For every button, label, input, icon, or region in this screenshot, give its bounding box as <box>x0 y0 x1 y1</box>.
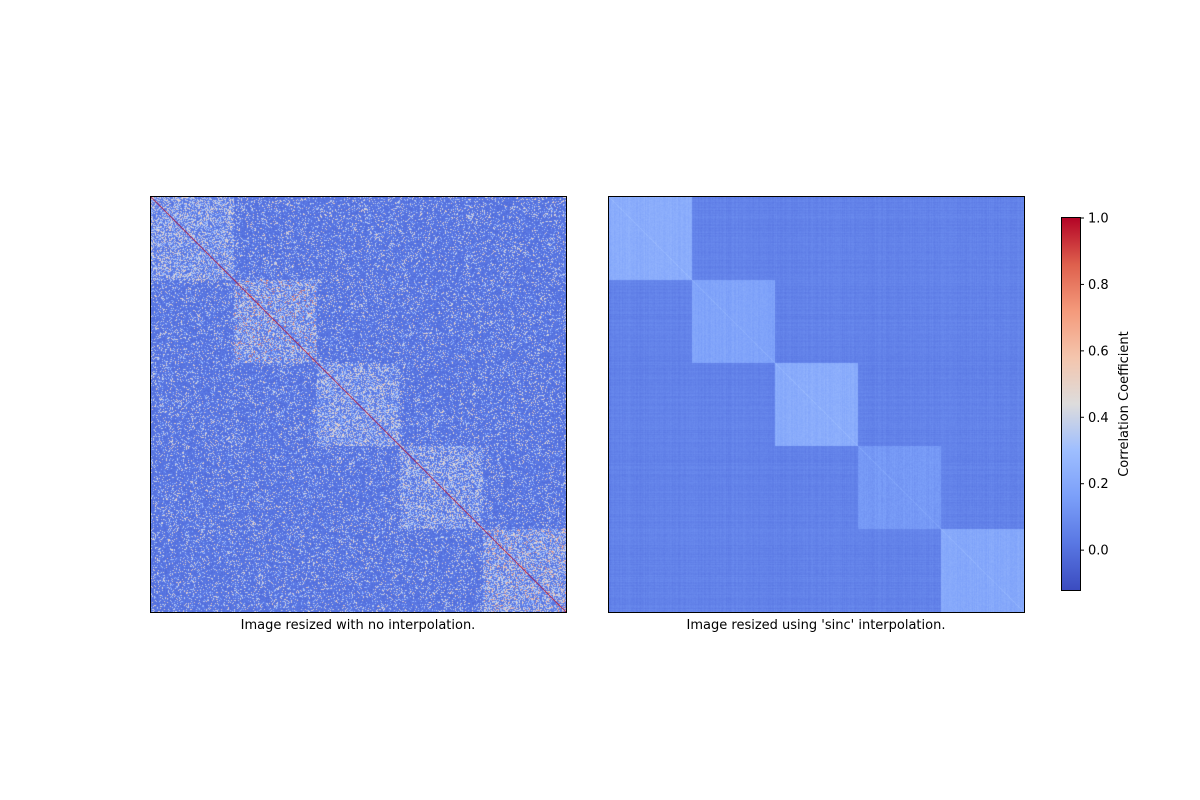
heatmap-no-interpolation-frame <box>150 196 567 613</box>
colorbar-gradient <box>1062 218 1080 590</box>
colorbar-tick-label: 0.6 <box>1088 344 1109 359</box>
colorbar-tick-label: 0.4 <box>1088 411 1109 426</box>
heatmap-sinc-interpolation-frame <box>608 196 1025 613</box>
colorbar-ticks: 0.0 0.2 0.4 0.6 0.8 1.0 <box>1080 212 1109 559</box>
heatmap-no-interpolation-canvas <box>151 197 566 612</box>
heatmap-sinc-interpolation-canvas <box>609 197 1024 612</box>
colorbar-tick-label: 0.2 <box>1088 477 1109 492</box>
heatmap-no-interpolation: Image resized with no interpolation. <box>150 196 567 633</box>
heatmap-sinc-interpolation-caption: Image resized using 'sinc' interpolation… <box>687 618 946 633</box>
colorbar-frame <box>1061 217 1081 591</box>
colorbar: 0.0 0.2 0.4 0.6 0.8 1.0 Correlation Coefficie… <box>1061 212 1132 591</box>
colorbar-label: Correlation Coefficient <box>1117 331 1132 477</box>
colorbar-tick-label: 0.0 <box>1088 544 1109 559</box>
colorbar-tick-label: 1.0 <box>1088 212 1109 227</box>
heatmap-sinc-interpolation: Image resized using 'sinc' interpolation… <box>608 196 1025 633</box>
heatmap-no-interpolation-caption: Image resized with no interpolation. <box>241 618 476 633</box>
colorbar-tick-label: 0.8 <box>1088 278 1109 293</box>
